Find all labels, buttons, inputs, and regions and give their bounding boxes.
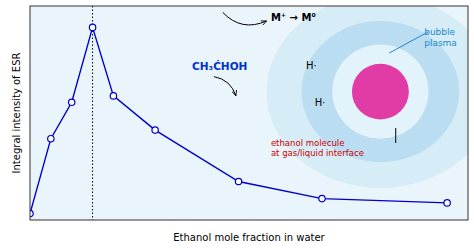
interface-line xyxy=(395,128,396,143)
data-point xyxy=(152,127,158,133)
data-point xyxy=(89,24,95,30)
annotation-line: bubble xyxy=(424,27,455,37)
plasma-ellipse xyxy=(332,45,428,139)
annotation-line: plasma xyxy=(424,38,457,48)
annotation-line: H· xyxy=(306,60,317,71)
peak-line xyxy=(92,6,93,220)
annotation-arrow xyxy=(214,77,236,96)
data-point xyxy=(48,135,54,141)
annotation: bubbleplasma xyxy=(424,27,457,48)
annotation-line: at gas/liquid interface xyxy=(271,148,364,158)
annotation-arrow xyxy=(223,12,267,25)
plot-area xyxy=(30,6,468,220)
data-point xyxy=(319,195,325,201)
annotation: H· xyxy=(306,60,317,71)
annotation-line: H· xyxy=(315,97,326,108)
y-axis-label: Integral intensity of ESR xyxy=(11,53,22,174)
plot-frame xyxy=(30,6,468,220)
plasma-ellipse xyxy=(352,64,409,120)
data-point xyxy=(110,93,116,99)
plasma-ellipse xyxy=(267,6,468,188)
data-point xyxy=(235,178,241,184)
plot-background xyxy=(30,6,468,220)
annotation: H· xyxy=(315,97,326,108)
annotation: CH₃ĊHOH xyxy=(192,59,247,72)
data-point xyxy=(69,99,75,105)
chart: bubbleplasma M⁺ → M⁰ H· H· CH₃ĊHOH ethanol mo… xyxy=(0,0,474,248)
x-axis-label: Ethanol mole fraction in water xyxy=(173,232,325,243)
annotation: M⁺ → M⁰ xyxy=(271,12,316,23)
annotation: ethanol moleculeat gas/liquid interface xyxy=(271,138,364,158)
annotation-line: CH₃ĊHOH xyxy=(192,59,247,72)
data-point xyxy=(444,200,450,206)
pointer-line xyxy=(389,32,428,53)
annotation-line: M⁺ → M⁰ xyxy=(271,12,316,23)
annotation-line: ethanol molecule xyxy=(271,138,345,148)
data-line xyxy=(30,27,447,213)
